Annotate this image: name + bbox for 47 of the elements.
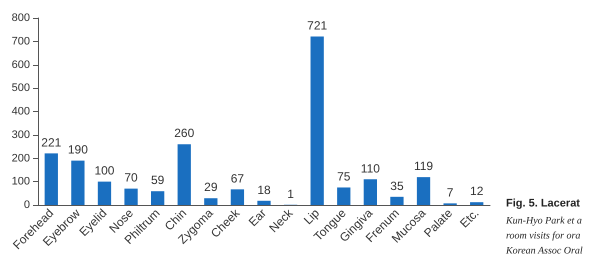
data-label: 1 — [287, 186, 294, 201]
data-label: 67 — [230, 171, 244, 186]
bar — [124, 188, 138, 205]
y-tick-label: 700 — [12, 35, 30, 48]
bar — [230, 189, 244, 205]
data-label: 119 — [414, 159, 434, 174]
bar — [416, 177, 430, 205]
y-tick-label: 500 — [12, 82, 30, 94]
x-tick-label: Ear — [246, 206, 269, 230]
text: Kun-Hyo Park et a — [505, 216, 582, 226]
data-label: 100 — [94, 164, 115, 178]
data-label: 190 — [68, 142, 88, 157]
y-tick-label: 600 — [12, 58, 30, 71]
bar — [257, 200, 271, 205]
bar — [178, 144, 191, 205]
bar — [71, 160, 85, 205]
y-tick-label: 800 — [12, 12, 30, 24]
text: Korean Assoc Oral — [505, 246, 583, 256]
data-label: 721 — [307, 18, 328, 32]
data-label: 221 — [41, 135, 62, 150]
y-tick-label: 100 — [12, 176, 30, 188]
bar — [98, 182, 112, 205]
bar — [364, 179, 377, 205]
data-label: 35 — [390, 178, 404, 193]
y-tick-label: 300 — [12, 128, 30, 141]
data-label: 7 — [446, 185, 454, 200]
data-label: 12 — [470, 184, 484, 198]
bar — [390, 196, 404, 205]
data-label: 18 — [257, 182, 271, 197]
text: room visits for ora — [506, 230, 580, 242]
bar — [151, 191, 164, 205]
bar — [310, 36, 324, 205]
y-tick-label: 0 — [24, 199, 30, 211]
data-label: 29 — [204, 180, 218, 194]
data-label: 260 — [174, 126, 195, 140]
bar — [337, 187, 350, 205]
caption: Fig. 5. Lacerat — [506, 198, 580, 210]
data-label: 110 — [360, 161, 380, 176]
bar — [44, 153, 58, 205]
bar — [204, 198, 218, 205]
bar — [470, 202, 484, 205]
x-tick-label: Etc. — [457, 206, 482, 231]
data-label: 75 — [337, 169, 351, 184]
data-label: 70 — [124, 170, 138, 185]
y-tick-label: 200 — [12, 152, 30, 164]
y-tick-label: 400 — [12, 106, 30, 118]
data-label: 59 — [150, 173, 165, 188]
